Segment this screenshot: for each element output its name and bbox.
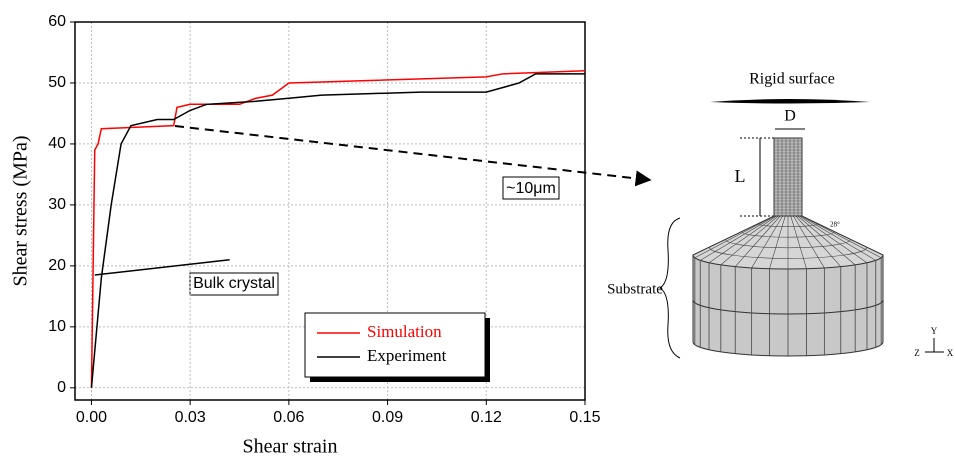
label: Rigid surface [749,71,835,88]
rigid-surface [710,99,870,104]
legend-label: Simulation [367,322,442,341]
y-tick-label: 10 [48,318,66,335]
x-tick-label: 0.00 [76,409,107,426]
figure: Shear strain Shear stress (MPa) ~10μm Bu… [0,0,955,460]
y-tick-label: 60 [48,13,66,30]
x-axis-title: Shear strain [243,436,338,458]
brace [660,218,680,358]
y-tick-label: 40 [48,135,66,152]
y-tick-label: 20 [48,257,66,274]
annotation: Bulk crystal [193,275,275,292]
x-tick-label: 0.06 [273,409,304,426]
y-axis-title: Shear stress (MPa) [10,135,32,286]
label: Substrate [607,281,663,297]
x-tick-label: 0.03 [175,409,206,426]
label: Z [914,348,920,358]
annotation: ~10μm [506,180,556,197]
axis-triad [925,338,944,352]
label: X [947,348,954,358]
specimen-diagram: Rigid surface D L Substrate 28° Y Z X [607,71,954,358]
label: Y [931,326,938,336]
y-tick-label: 50 [48,74,66,91]
label: L [735,166,746,186]
pointer-arrow [175,126,650,180]
label: 28° [830,221,840,229]
x-tick-label: 0.09 [372,409,403,426]
y-tick-label: 0 [57,379,66,396]
y-tick-label: 30 [48,196,66,213]
label: D [784,108,796,125]
legend-label: Experiment [367,346,447,365]
x-tick-label: 0.12 [471,409,502,426]
x-tick-label: 0.15 [569,409,600,426]
